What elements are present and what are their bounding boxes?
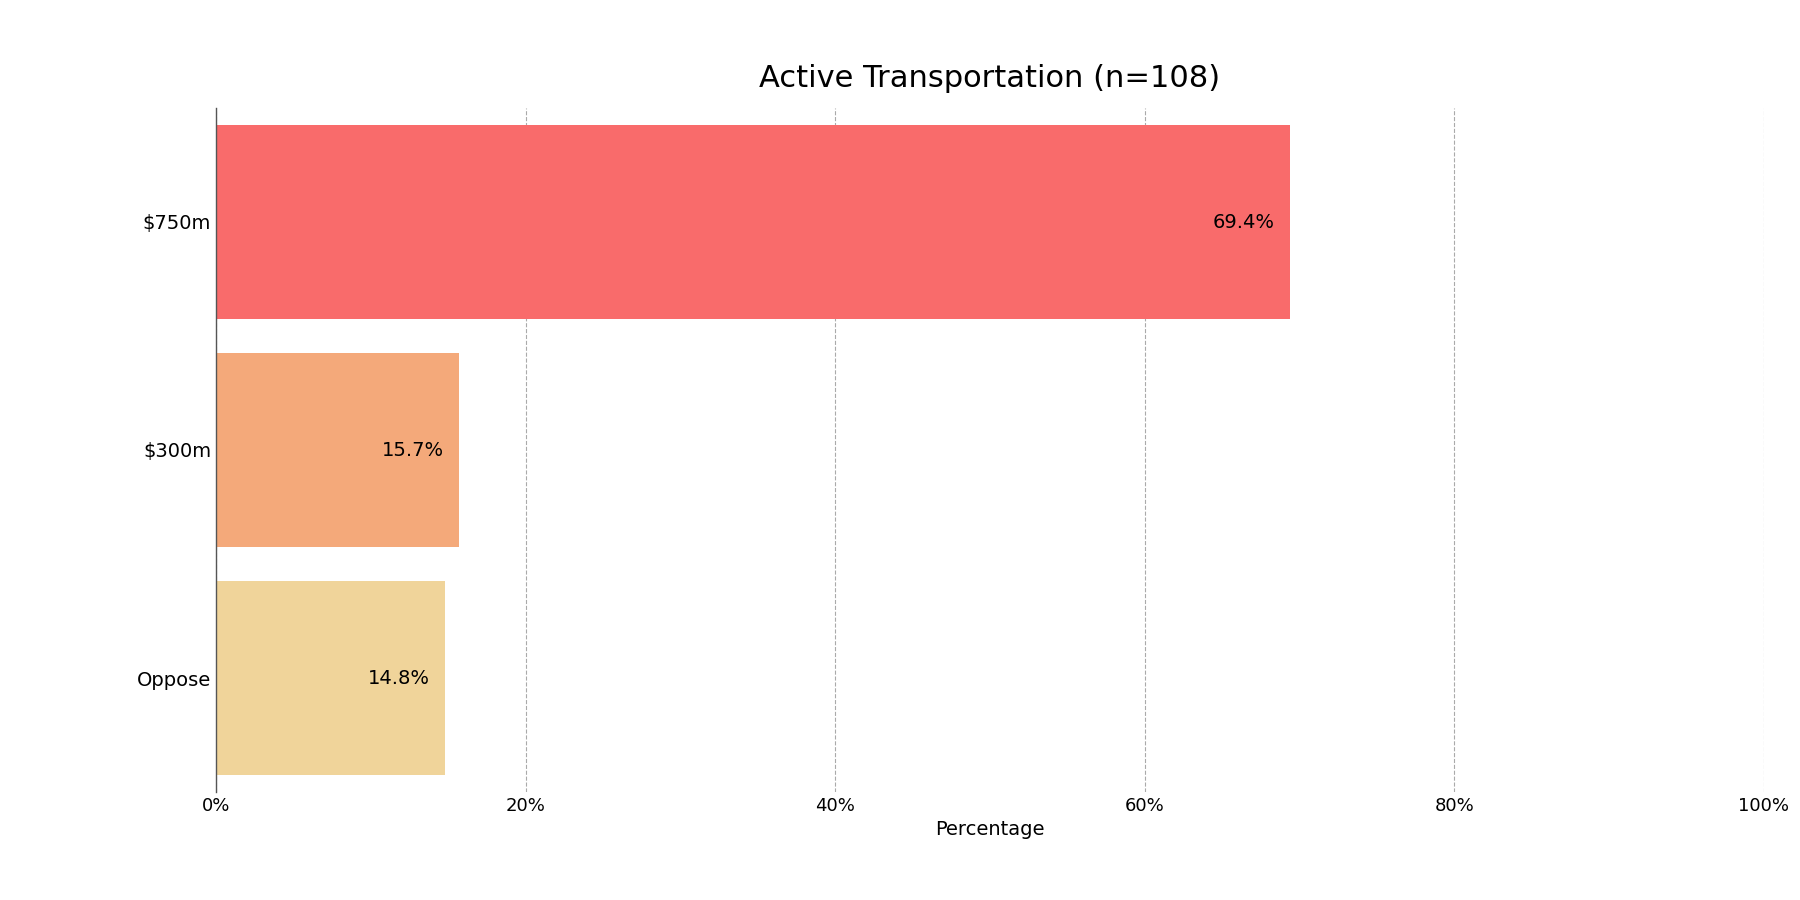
Text: 15.7%: 15.7% [382, 440, 443, 460]
X-axis label: Percentage: Percentage [936, 821, 1044, 840]
Bar [216, 125, 1291, 319]
Bar [216, 581, 445, 775]
Title: Active Transportation (n=108): Active Transportation (n=108) [760, 64, 1220, 94]
Bar [216, 353, 459, 547]
Text: 14.8%: 14.8% [367, 669, 430, 688]
Text: 69.4%: 69.4% [1213, 212, 1274, 231]
